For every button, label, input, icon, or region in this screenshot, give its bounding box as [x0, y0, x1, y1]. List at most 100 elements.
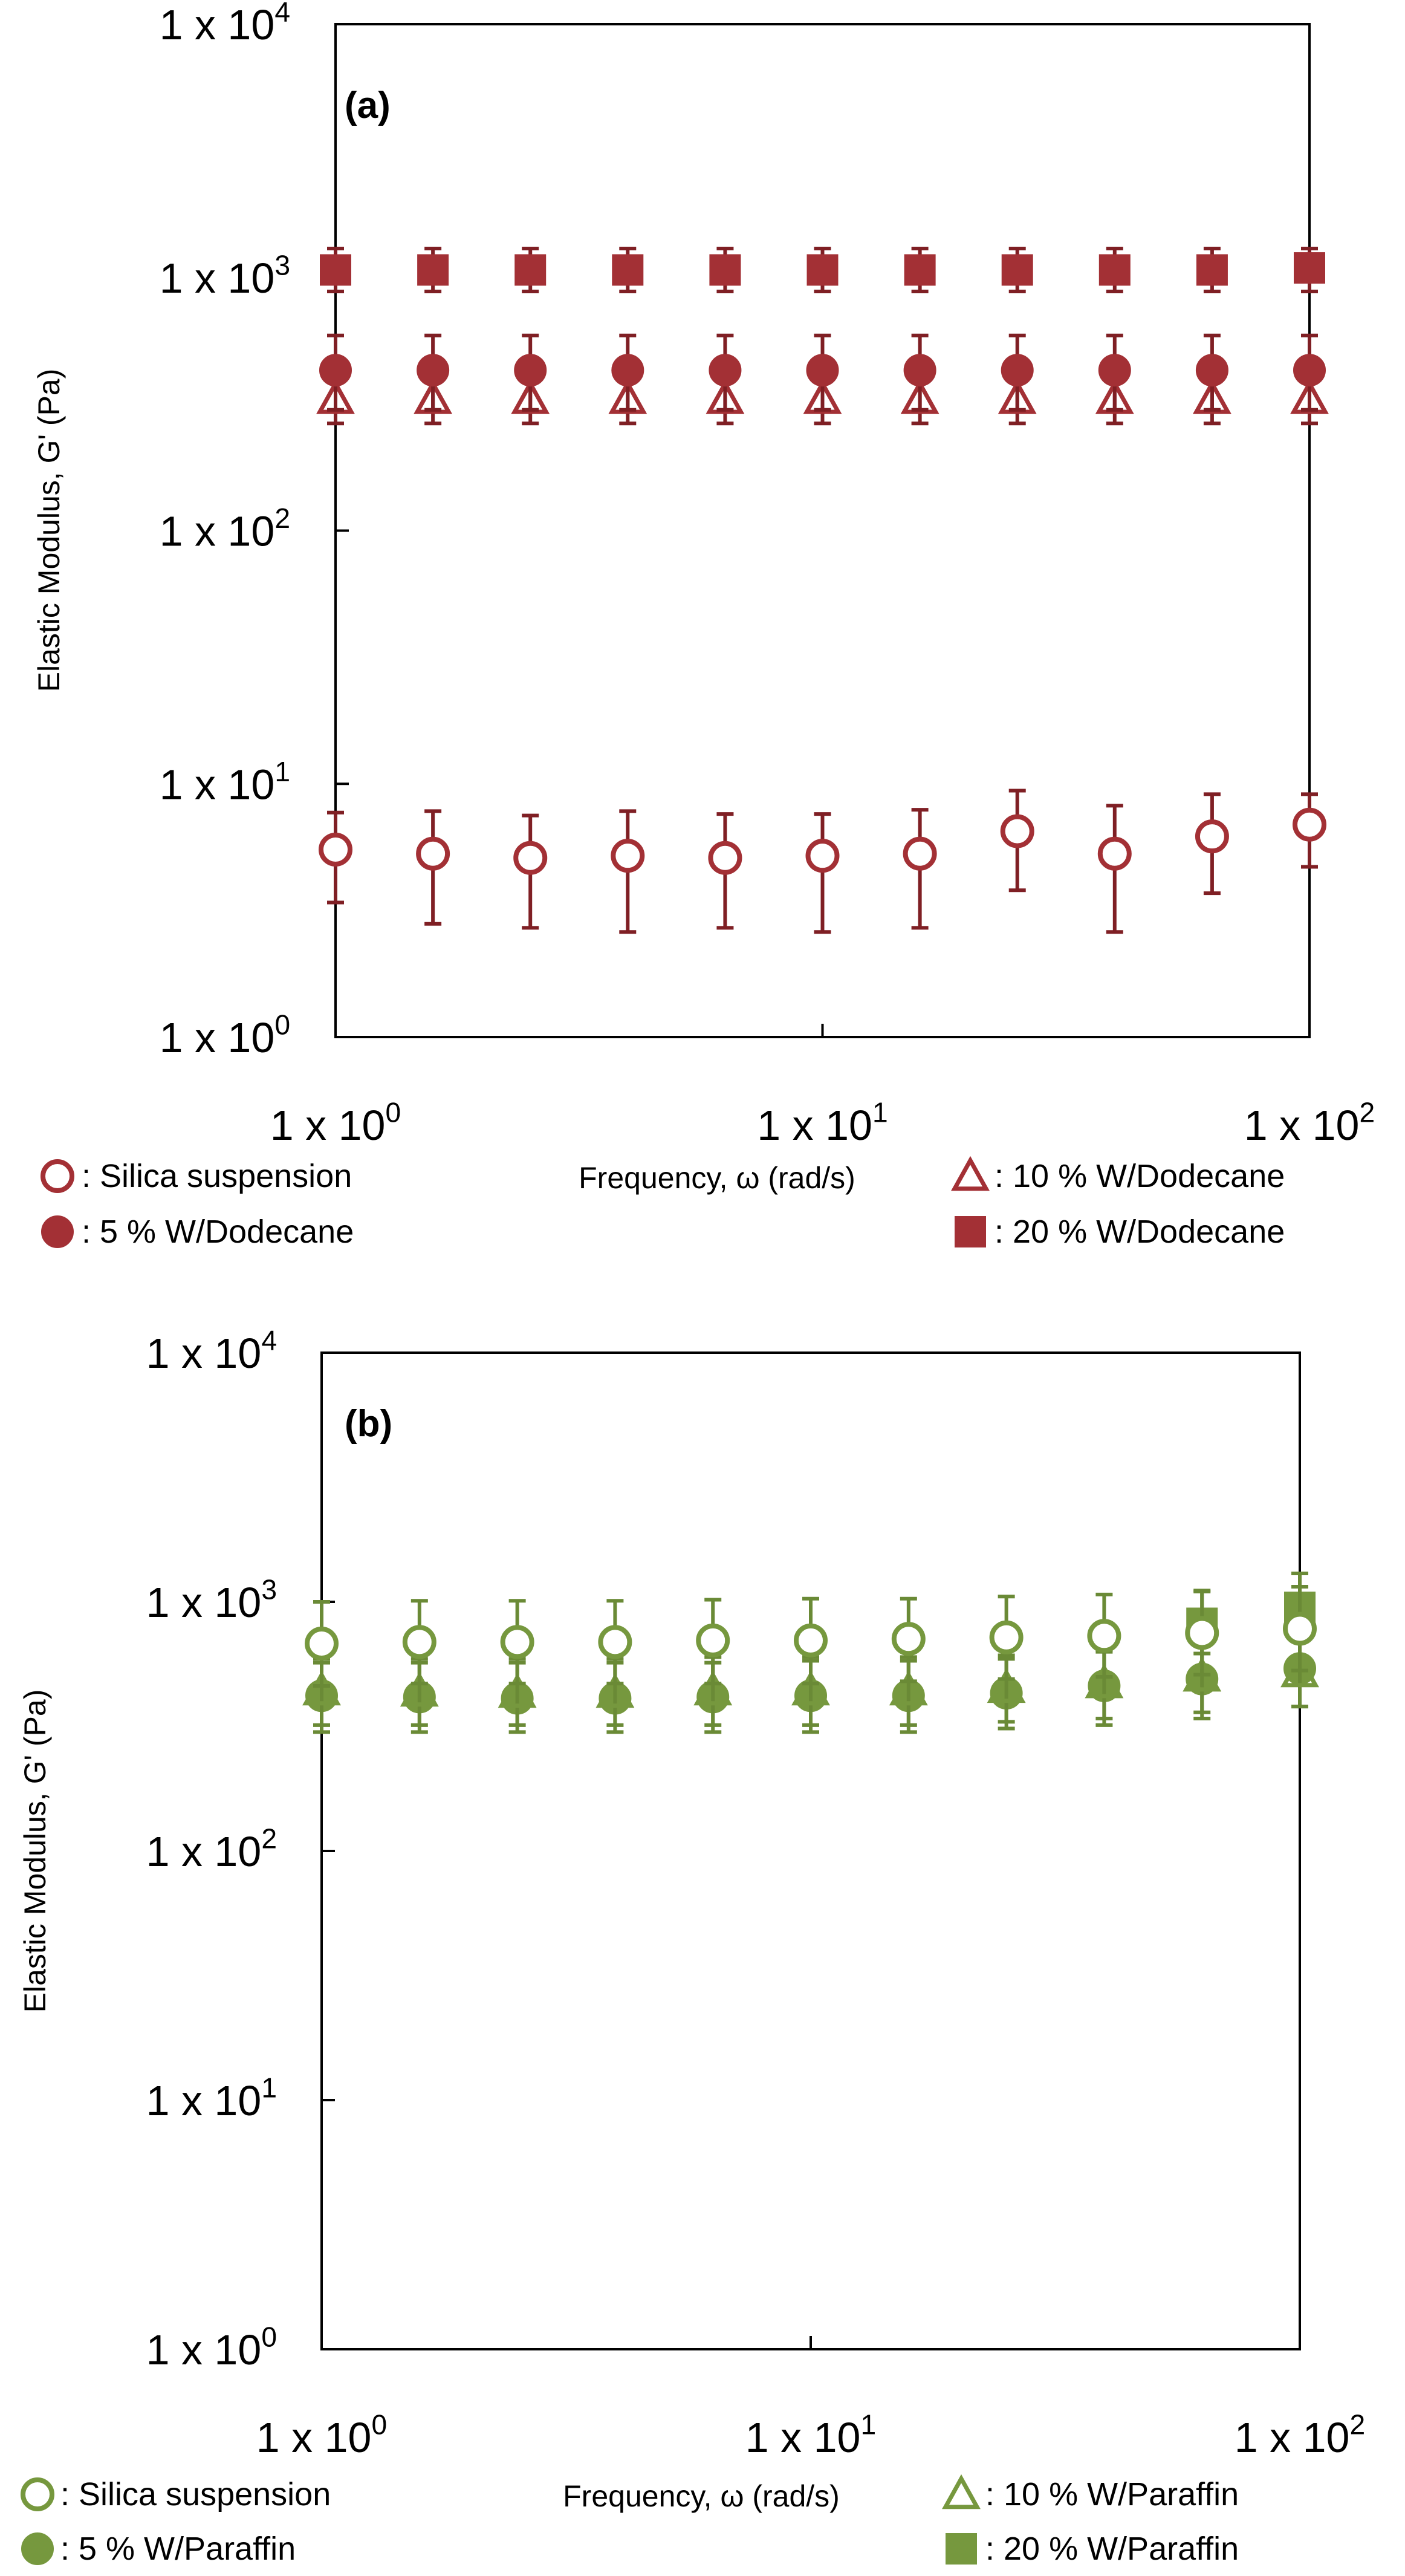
data-point: [696, 1623, 730, 1657]
y-tick-label-exp: 0: [274, 1009, 290, 1041]
legend-item: : Silica suspension: [41, 1158, 352, 1194]
x-tick-label: 1 x 100: [270, 1097, 401, 1149]
data-point: [903, 836, 937, 871]
x-tick-label-exp: 0: [386, 1097, 401, 1128]
x-tick-label: 1 x 100: [256, 2409, 387, 2461]
data-point: [987, 1668, 1026, 1703]
data-point: [900, 379, 939, 414]
data-point: [1000, 814, 1034, 848]
panel-label: (a): [345, 85, 391, 126]
data-point: [513, 841, 548, 875]
x-tick-label-exp: 1: [861, 2409, 877, 2441]
data-point: [791, 1670, 830, 1706]
data-point: [805, 839, 840, 873]
y-tick-label: 1 x 100: [146, 2321, 277, 2373]
data-point: [1098, 354, 1131, 387]
y-tick-label: 1 x 104: [146, 1325, 277, 1377]
data-point: [417, 354, 450, 387]
legend-item: : 20 % W/Paraffin: [946, 2531, 1239, 2567]
y-tick-label-exp: 1: [261, 2072, 277, 2104]
legend-marker: [21, 2532, 54, 2565]
x-tick-label-base: 1 x 10: [256, 2414, 372, 2461]
data-point: [989, 1620, 1024, 1654]
data-point: [889, 1670, 928, 1706]
y-tick-label-exp: 2: [274, 503, 290, 534]
data-point: [1085, 1663, 1124, 1699]
y-tick-label-exp: 1: [274, 756, 290, 787]
data-point: [706, 379, 745, 414]
y-tick-label-base: 1 x 10: [160, 1, 275, 48]
data-point: [693, 1670, 733, 1706]
data-point: [904, 254, 936, 286]
data-point: [1192, 379, 1231, 414]
x-axis-label: Frequency, ω (rad/s): [579, 1161, 855, 1195]
data-point: [1185, 1616, 1219, 1650]
data-point: [302, 1670, 341, 1706]
data-point: [1098, 254, 1131, 286]
data-point: [891, 1622, 926, 1656]
data-point: [414, 379, 453, 414]
x-tick-label: 1 x 102: [1235, 2409, 1365, 2461]
data-point: [402, 1625, 436, 1659]
data-point: [1293, 807, 1326, 842]
data-point: [709, 354, 742, 387]
legend-item: : 5 % W/Dodecane: [41, 1214, 354, 1250]
legend-item: : Silica suspension: [21, 2476, 331, 2513]
x-tick-label-exp: 1: [872, 1097, 888, 1128]
x-tick-label: 1 x 101: [757, 1097, 887, 1149]
x-tick-label-exp: 2: [1350, 2409, 1366, 2441]
y-tick-label: 1 x 104: [160, 0, 290, 48]
data-point: [514, 254, 547, 286]
x-tick-label-exp: 2: [1360, 1097, 1375, 1128]
y-tick-label-base: 1 x 10: [146, 1330, 262, 1377]
y-tick-label: 1 x 103: [160, 249, 290, 301]
y-tick-label: 1 x 101: [146, 2072, 277, 2124]
y-tick-label-exp: 3: [274, 249, 290, 281]
data-point: [709, 254, 741, 286]
legend-marker: [41, 1159, 74, 1193]
y-tick-label-base: 1 x 10: [146, 1828, 262, 1875]
data-point: [1294, 252, 1325, 284]
data-point: [1283, 1612, 1317, 1646]
data-point: [514, 354, 547, 387]
data-point: [1290, 379, 1329, 414]
data-point: [598, 1625, 632, 1659]
data-point: [319, 354, 352, 387]
y-tick-label-exp: 0: [261, 2321, 277, 2353]
data-point: [498, 1673, 537, 1708]
x-tick-label-base: 1 x 10: [1244, 1102, 1360, 1149]
legend-marker: [955, 1216, 986, 1247]
series-circle-filled: [319, 333, 1326, 412]
data-point: [611, 354, 644, 387]
data-point: [1095, 379, 1134, 414]
data-point: [998, 379, 1037, 414]
plot-frame: [320, 1351, 1301, 2350]
data-point: [1195, 819, 1229, 854]
legend-marker: [951, 1156, 990, 1191]
x-tick-label-base: 1 x 10: [1235, 2414, 1350, 2461]
y-tick-label-base: 1 x 10: [160, 255, 275, 302]
data-point: [1196, 254, 1228, 286]
x-tick-label: 1 x 102: [1244, 1097, 1375, 1149]
data-point: [806, 354, 839, 387]
data-point: [500, 1625, 534, 1659]
data-point: [416, 836, 450, 871]
data-point: [1087, 1619, 1121, 1653]
legend-marker: [946, 2533, 977, 2565]
data-point: [794, 1623, 828, 1657]
y-axis-label: Elastic Modulus, G' (Pa): [18, 1690, 52, 2013]
legend-label: : Silica suspension: [60, 2476, 331, 2513]
data-point: [316, 379, 355, 414]
legend-item: : 20 % W/Dodecane: [955, 1214, 1285, 1250]
data-point: [1195, 354, 1228, 387]
y-tick-label: 1 x 102: [160, 503, 290, 555]
data-point: [319, 832, 352, 867]
legend-marker: [21, 2477, 54, 2511]
y-tick-label: 1 x 101: [160, 756, 290, 808]
x-axis-label: Frequency, ω (rad/s): [563, 2479, 840, 2513]
panel-label: (b): [345, 1403, 392, 1445]
y-tick-label-exp: 4: [274, 0, 290, 28]
